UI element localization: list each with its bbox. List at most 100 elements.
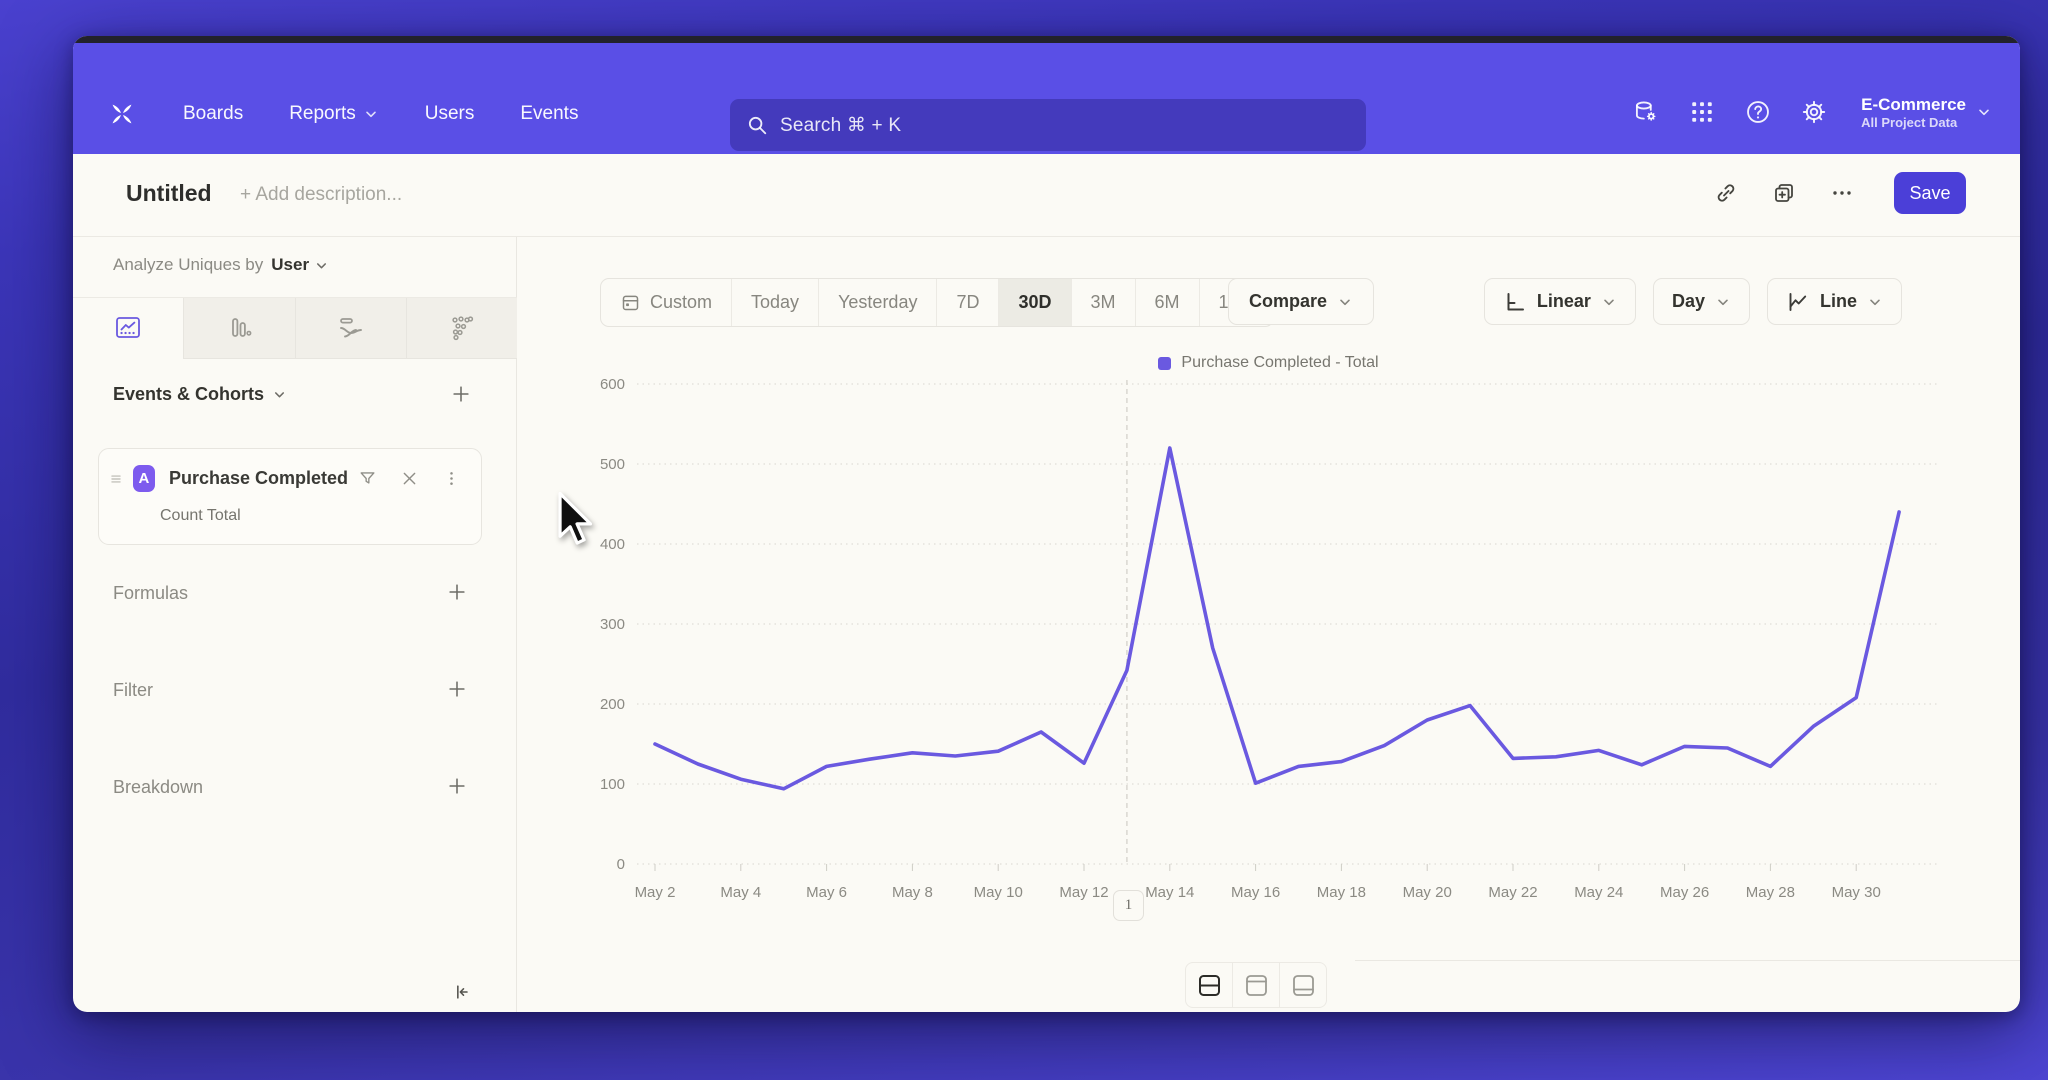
bottom-divider (1355, 960, 2020, 961)
collapse-sidebar-icon[interactable] (452, 982, 472, 1002)
line-chart-icon (1786, 290, 1810, 314)
event-name: Purchase Completed (168, 468, 348, 488)
layout-split-horizontal-button[interactable] (1185, 962, 1233, 1008)
annotation-badge[interactable]: 1 (1113, 890, 1144, 921)
tab-insights-line[interactable] (73, 298, 184, 359)
sidebar-group-filter: Filter (73, 670, 516, 767)
title-bar: Untitled + Add description... Save (73, 154, 2020, 237)
project-scope: All Project Data (1861, 115, 1958, 131)
duplicate-icon[interactable] (1772, 181, 1796, 205)
range-today[interactable]: Today (731, 279, 818, 326)
calendar-icon (620, 292, 641, 313)
settings-gear-icon[interactable] (1801, 99, 1827, 125)
svg-text:600: 600 (600, 376, 625, 393)
events-cohorts-toggle[interactable]: Events & Cohorts (113, 384, 287, 405)
report-title[interactable]: Untitled (126, 180, 212, 206)
data-management-icon[interactable] (1633, 99, 1659, 125)
range-6m[interactable]: 6M (1134, 279, 1199, 326)
view-buttons: Linear Day Line (1483, 278, 1902, 325)
sidebar-group-formulas: Formulas (73, 573, 516, 670)
chart-type-tabs (73, 297, 517, 359)
svg-text:400: 400 (600, 536, 625, 553)
svg-text:500: 500 (600, 456, 625, 473)
svg-text:May 20: May 20 (1403, 884, 1452, 901)
filter-funnel-icon[interactable] (358, 469, 377, 488)
range-yesterday[interactable]: Yesterday (818, 279, 936, 326)
nav-right-cluster: E-Commerce All Project Data (1633, 73, 1992, 151)
layout-panel-bottom-button[interactable] (1280, 962, 1327, 1008)
add-breakdown-button[interactable] (446, 775, 468, 797)
tab-flows[interactable] (294, 298, 406, 359)
event-menu-icon[interactable] (442, 469, 461, 488)
event-badge: A (133, 465, 155, 492)
date-range-group: CustomTodayYesterday7D30D3M6M12M (600, 278, 1274, 327)
chevron-down-icon (1976, 104, 1992, 120)
event-card-row: A Purchase Completed (99, 465, 481, 492)
svg-text:May 28: May 28 (1746, 884, 1795, 901)
event-metric-selector[interactable]: Count Total (160, 507, 241, 524)
project-name: E-Commerce (1861, 94, 1966, 114)
svg-text:0: 0 (617, 856, 625, 873)
save-button[interactable]: Save (1894, 172, 1966, 214)
svg-text:May 8: May 8 (892, 884, 933, 901)
line-chart: 0 100 200 300 400 500 600 May 2 May 4 May 6 May 8 M… (517, 344, 2020, 944)
add-description[interactable]: + Add description... (240, 184, 403, 205)
analyze-by-selector[interactable]: User (271, 255, 329, 275)
chart-legend[interactable]: Purchase Completed - Total (517, 354, 2020, 372)
svg-text:May 22: May 22 (1488, 884, 1537, 901)
svg-text:May 16: May 16 (1231, 884, 1280, 901)
sidebar-groups: Formulas Filter Breakdown (73, 573, 516, 864)
main-content: CustomTodayYesterday7D30D3M6M12M Compare… (517, 36, 2020, 1012)
compare-button[interactable]: Compare (1228, 278, 1375, 325)
nav-link-events[interactable]: Events (520, 102, 579, 124)
add-formulas-button[interactable] (446, 581, 468, 603)
svg-text:100: 100 (600, 776, 625, 793)
layout-panel-top-button[interactable] (1233, 962, 1280, 1008)
add-event-button[interactable] (450, 383, 472, 405)
apps-grid-icon[interactable] (1689, 99, 1715, 125)
group-label: Formulas (113, 583, 189, 603)
svg-text:May 6: May 6 (806, 884, 847, 901)
search-placeholder: Search ⌘ + K (780, 114, 902, 136)
app-window: Boards Reports Users Events Search ⌘ + K E-… (73, 36, 2020, 1012)
legend-swatch (1158, 356, 1172, 370)
window-top-edge (73, 36, 2020, 43)
chart-svg: 0 100 200 300 400 500 600 May 2 May 4 May 6 May 8 M… (600, 376, 1937, 901)
tab-retention[interactable] (405, 298, 517, 359)
nav-link-reports[interactable]: Reports (289, 103, 379, 125)
range-custom[interactable]: Custom (601, 279, 731, 326)
interval-button[interactable]: Day (1652, 278, 1750, 325)
sidebar-group-breakdown: Breakdown (73, 767, 516, 864)
layout-toggles (1185, 962, 1327, 1008)
event-card[interactable]: A Purchase Completed Count Total (98, 448, 482, 545)
add-filter-button[interactable] (446, 678, 468, 700)
drag-handle-icon[interactable] (109, 472, 123, 486)
remove-event-icon[interactable] (400, 469, 419, 488)
search-icon (746, 114, 768, 136)
tab-bar-chart[interactable] (183, 298, 295, 359)
help-icon[interactable] (1745, 99, 1771, 125)
event-card-actions (358, 469, 461, 488)
range-30d[interactable]: 30D (998, 279, 1071, 326)
more-options-icon[interactable] (1830, 181, 1854, 205)
project-selector[interactable]: E-Commerce All Project Data (1861, 94, 1992, 130)
group-label: Filter (113, 680, 153, 700)
nav-link-users[interactable]: Users (424, 102, 475, 124)
nav-links: Boards Reports Users Events (183, 103, 578, 125)
chart-type-button[interactable]: Line (1766, 278, 1902, 325)
copy-link-icon[interactable] (1714, 181, 1738, 205)
search-input[interactable]: Search ⌘ + K (730, 99, 1366, 151)
scale-button[interactable]: Linear (1483, 278, 1636, 325)
svg-text:300: 300 (600, 616, 625, 633)
analyze-label: Analyze Uniques by (113, 255, 264, 274)
nav-link-boards[interactable]: Boards (183, 102, 244, 124)
chevron-down-icon (1601, 294, 1617, 310)
svg-text:May 24: May 24 (1574, 884, 1623, 901)
chevron-down-icon (272, 387, 287, 402)
range-7d[interactable]: 7D (936, 279, 998, 326)
range-3m[interactable]: 3M (1070, 279, 1135, 326)
svg-text:May 26: May 26 (1660, 884, 1709, 901)
group-label: Breakdown (113, 777, 204, 797)
mixpanel-logo-icon[interactable] (105, 97, 139, 131)
